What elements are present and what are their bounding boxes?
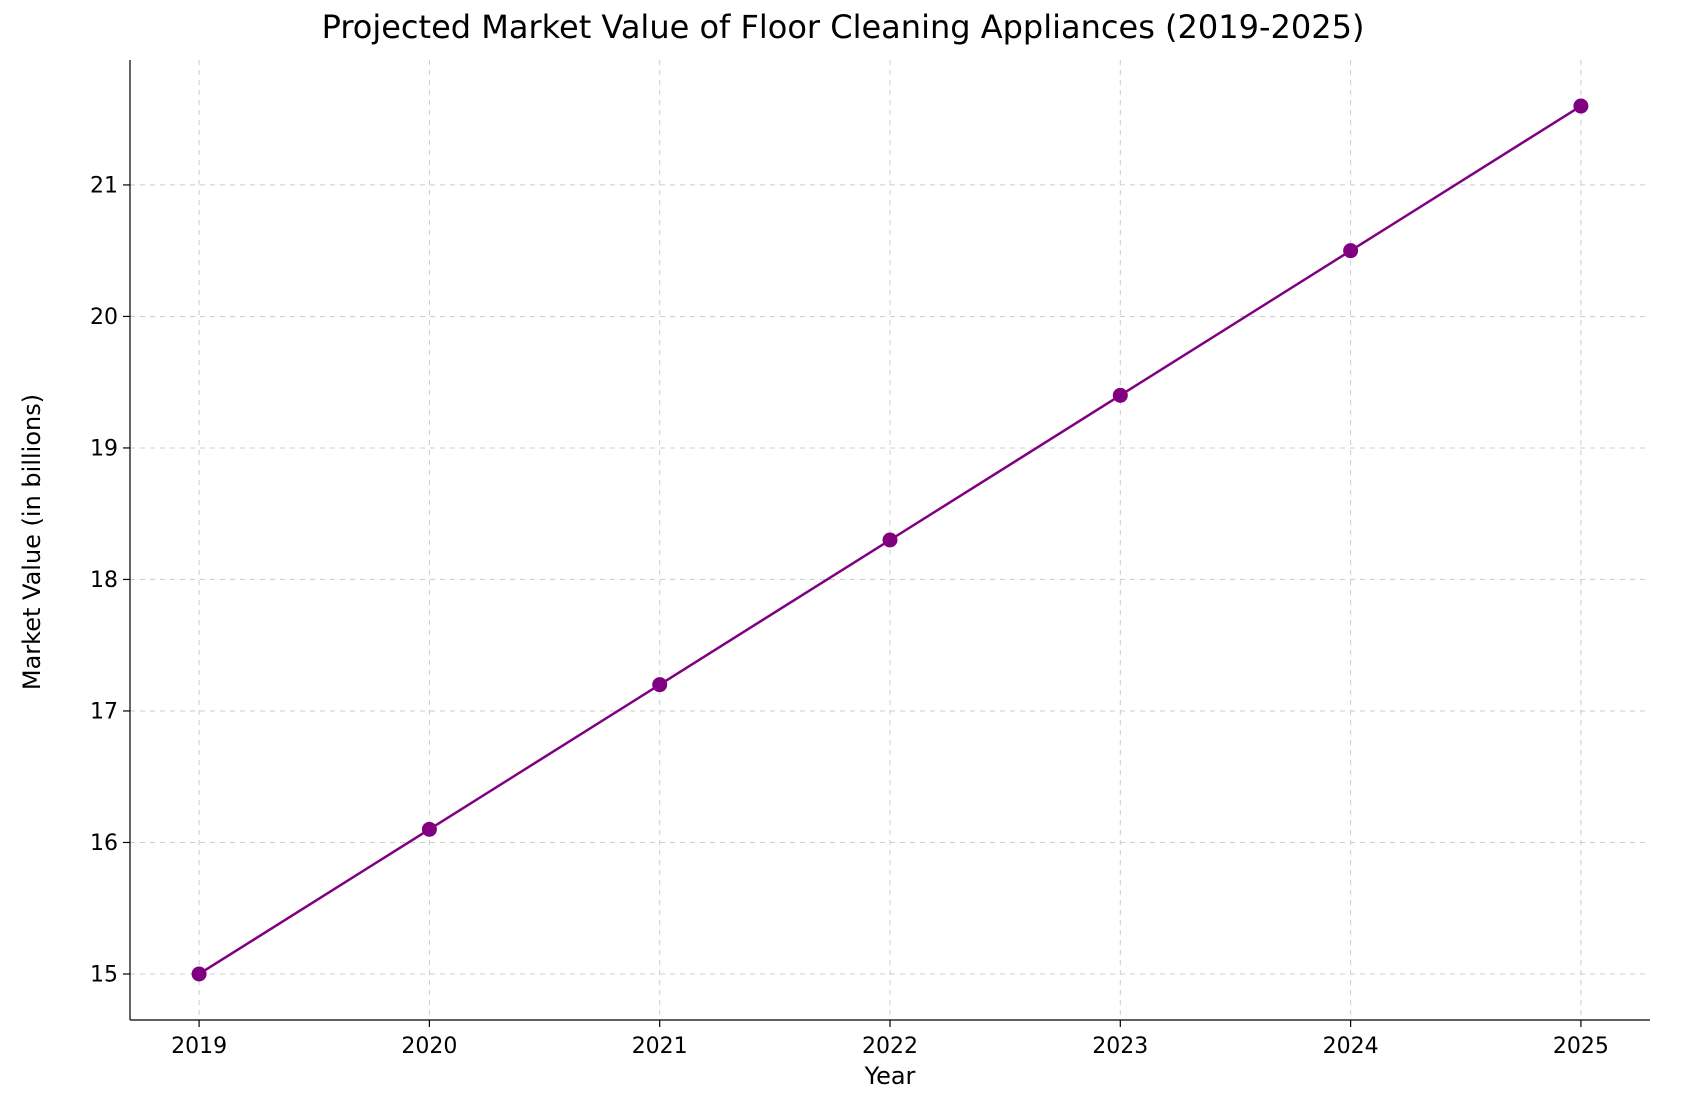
chart-plot-area: 2019202020212022202320242025151617181920… xyxy=(0,0,1686,1101)
x-tick-label: 2025 xyxy=(1553,1034,1609,1059)
x-tick-label: 2022 xyxy=(862,1034,918,1059)
y-tick-label: 16 xyxy=(90,831,118,856)
y-tick-label: 21 xyxy=(90,174,118,199)
data-marker xyxy=(192,967,206,981)
chart-container: Projected Market Value of Floor Cleaning… xyxy=(0,0,1686,1101)
x-tick-label: 2020 xyxy=(401,1034,457,1059)
data-marker xyxy=(883,533,897,547)
x-tick-label: 2019 xyxy=(171,1034,227,1059)
data-marker xyxy=(422,822,436,836)
y-tick-label: 15 xyxy=(90,963,118,988)
data-marker xyxy=(1574,99,1588,113)
data-marker xyxy=(653,678,667,692)
x-tick-label: 2024 xyxy=(1323,1034,1379,1059)
x-tick-label: 2023 xyxy=(1092,1034,1148,1059)
data-marker xyxy=(1344,244,1358,258)
data-marker xyxy=(1113,388,1127,402)
y-tick-label: 20 xyxy=(90,305,118,330)
x-tick-label: 2021 xyxy=(632,1034,688,1059)
y-tick-label: 19 xyxy=(90,437,118,462)
y-tick-label: 17 xyxy=(90,700,118,725)
y-tick-label: 18 xyxy=(90,568,118,593)
